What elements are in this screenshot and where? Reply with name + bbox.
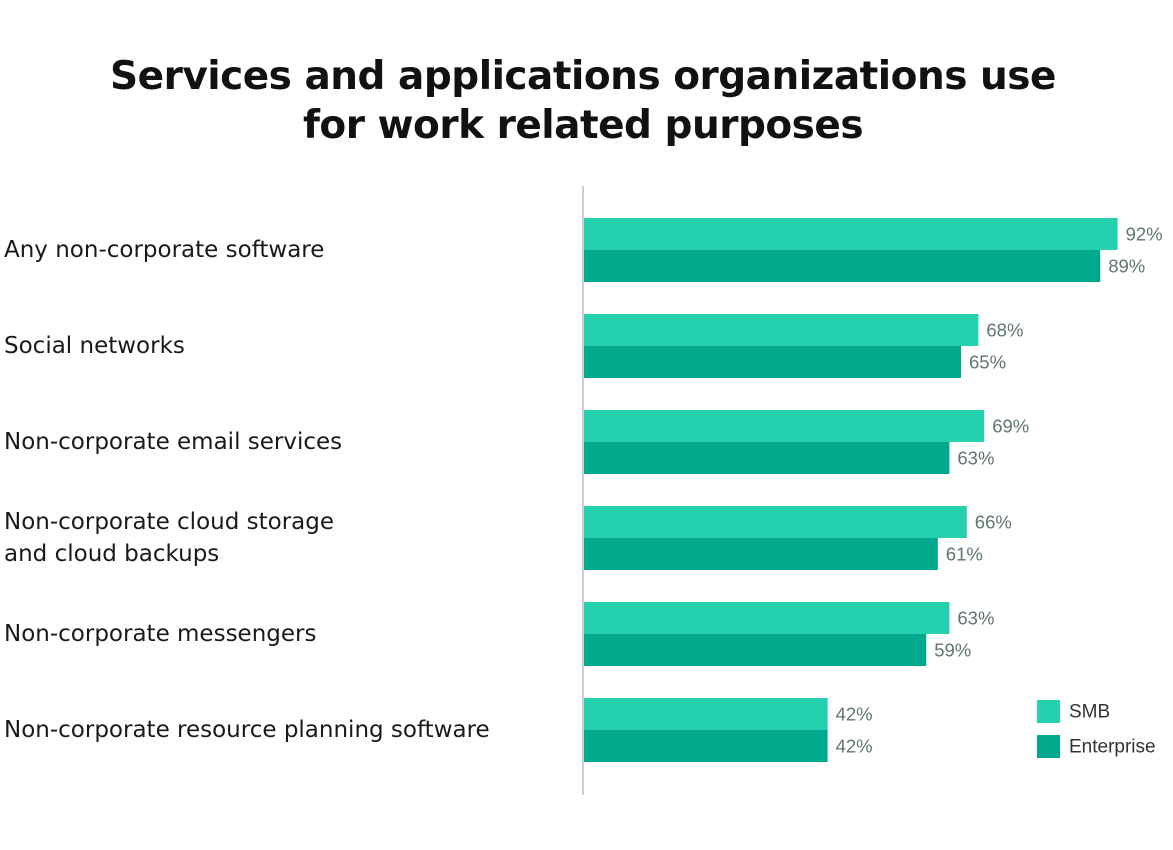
category-label: Non-corporate messengers bbox=[4, 621, 316, 647]
bar-smb bbox=[584, 314, 979, 346]
bar-smb bbox=[584, 410, 985, 442]
value-label: 66% bbox=[975, 512, 1012, 533]
value-label: 68% bbox=[986, 320, 1023, 341]
category-label: and cloud backups bbox=[4, 541, 219, 567]
value-label: 42% bbox=[836, 736, 873, 757]
category-label: Social networks bbox=[4, 333, 185, 359]
value-label: 59% bbox=[934, 640, 971, 661]
category-label: Any non-corporate software bbox=[4, 237, 324, 263]
bar-enterprise bbox=[584, 538, 938, 570]
chart-title-line-2: for work related purposes bbox=[302, 103, 864, 148]
legend-swatch-enterprise bbox=[1037, 735, 1060, 758]
bar-enterprise bbox=[584, 730, 828, 762]
value-label: 63% bbox=[957, 608, 994, 629]
legend-label-smb: SMB bbox=[1069, 702, 1110, 723]
category-label-group: Any non-corporate software Social network… bbox=[4, 237, 490, 743]
bar-smb bbox=[584, 698, 828, 730]
bar-smb bbox=[584, 506, 967, 538]
bar-smb bbox=[584, 602, 950, 634]
legend-label-enterprise: Enterprise bbox=[1069, 737, 1156, 758]
category-label: Non-corporate resource planning software bbox=[4, 717, 490, 743]
value-label: 92% bbox=[1126, 224, 1163, 245]
value-label: 89% bbox=[1108, 256, 1145, 277]
bar-smb bbox=[584, 218, 1118, 250]
chart-title: Services and applications organizations … bbox=[0, 52, 1166, 150]
bar-enterprise bbox=[584, 634, 927, 666]
category-label: Non-corporate cloud storage bbox=[4, 509, 334, 535]
value-label: 65% bbox=[969, 352, 1006, 373]
value-label: 42% bbox=[836, 704, 873, 725]
legend-swatch-smb bbox=[1037, 700, 1060, 723]
bar-enterprise bbox=[584, 442, 950, 474]
value-label: 69% bbox=[992, 416, 1029, 437]
chart-title-line-1: Services and applications organizations … bbox=[110, 54, 1056, 99]
category-label: Non-corporate email services bbox=[4, 429, 342, 455]
value-label: 63% bbox=[957, 448, 994, 469]
bar-enterprise bbox=[584, 250, 1101, 282]
legend: SMB Enterprise bbox=[1037, 700, 1156, 758]
value-label-group: 92% 89% 68% 65% 69% 63% 66% 61% 63% 59% 42% 42% bbox=[836, 224, 1163, 757]
value-label: 61% bbox=[946, 544, 983, 565]
bar-enterprise bbox=[584, 346, 961, 378]
bar-group bbox=[584, 218, 1118, 762]
